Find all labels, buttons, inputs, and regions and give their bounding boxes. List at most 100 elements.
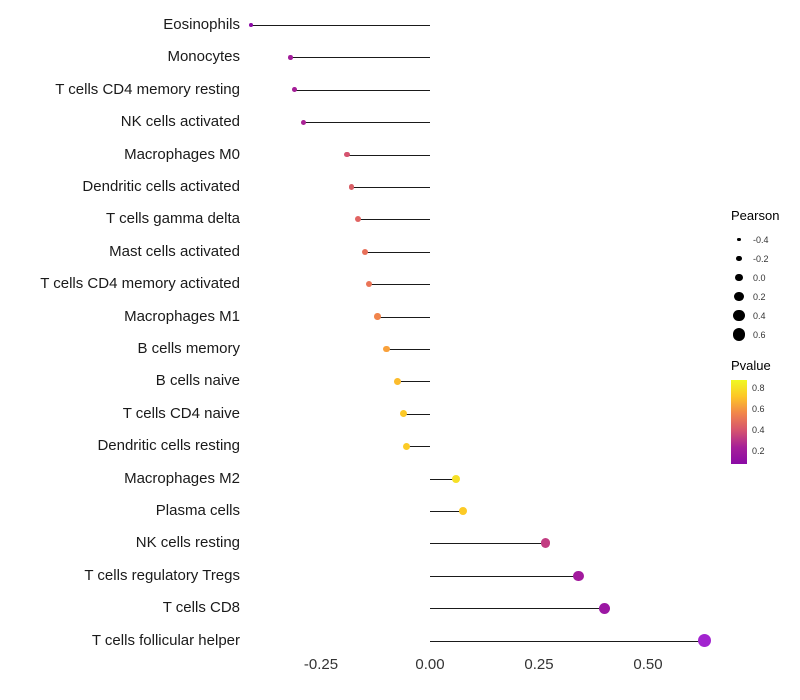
data-point-dot [344,151,351,158]
category-label: T cells gamma delta [106,210,240,228]
legend-size-entry: -0.4 [731,230,800,249]
category-label: Macrophages M0 [124,145,240,163]
legend-size-label: 0.2 [753,291,766,302]
legend-size-entry: 0.0 [731,268,800,287]
legend-pvalue-tick-label: 0.2 [752,446,765,456]
category-label: T cells CD4 naive [122,404,240,422]
color-legend: Pvalue 0.8 0.6 0.4 0.2 [731,358,800,470]
legend-pvalue-tick-label: 0.8 [752,383,765,393]
stem-line [397,381,430,383]
stem-line [430,608,605,610]
legend-pvalue-tick-label: 0.6 [752,404,765,414]
data-point-dot [572,570,584,582]
category-label: T cells CD4 memory resting [55,80,240,98]
data-point-dot [355,216,362,223]
category-label: Dendritic cells resting [97,437,240,455]
legend-size-dot-wrap [731,255,747,262]
data-point-dot [292,87,298,93]
category-label: B cells naive [155,372,240,390]
data-point-dot [383,345,390,353]
pvalue-gradient-bar [731,380,747,464]
stem-line [303,122,430,124]
stem-line [403,413,430,415]
data-point-dot [402,442,410,450]
category-label: Eosinophils [163,16,240,33]
data-point-dot [458,506,467,516]
legend-size-entry: 0.4 [731,306,800,325]
category-label: T cells follicular helper [91,631,240,649]
x-axis-tick-label: -0.25 [303,656,339,673]
data-point-dot [393,377,401,385]
legend-size-dot [737,237,741,242]
data-point-dot [400,410,408,418]
stem-line [430,478,457,480]
legend-size-dot [736,255,742,262]
x-axis-tick-label: 0.00 [415,656,445,673]
stem-line [430,511,463,512]
stem-line [294,89,430,91]
category-label: NK cells activated [120,113,240,131]
legend-size-dot-wrap [731,328,747,341]
stem-line [377,316,430,318]
stem-line [251,25,430,26]
legend-pvalue-tick-label: 0.4 [752,425,765,435]
category-label: B cells memory [137,340,240,357]
category-label: Mast cells activated [109,242,240,260]
stem-line [358,219,430,221]
category-label: Macrophages M1 [124,307,240,325]
data-point-dot [288,55,293,60]
data-point-dot [365,281,373,288]
legend-size-label: -0.4 [753,234,769,245]
data-point-dot [361,248,368,255]
legend-size-dot [735,273,743,282]
legend-size-label: 0.6 [753,329,766,340]
stem-line [406,446,430,448]
legend-size-dot [732,328,746,341]
stem-line [430,575,579,577]
category-label: Plasma cells [155,502,240,519]
legend-size-entry: 0.2 [731,287,800,306]
stem-line [386,349,430,350]
data-point-dot [348,184,355,190]
legend-pvalue-title: Pvalue [731,358,771,373]
legend-size-dot-wrap [731,273,747,282]
category-label: NK cells resting [135,534,240,552]
data-point-dot [598,602,610,614]
legend-size-label: 0.0 [753,272,766,283]
legend-pearson-title: Pearson [731,208,780,223]
stem-line [347,154,430,156]
stem-line [351,187,430,188]
size-legend: -0.4 -0.2 0.0 0.2 0.4 0.6 [731,230,800,344]
legend-size-dot [733,309,745,322]
legend-size-entry: -0.2 [731,249,800,268]
x-axis-tick-label: 0.25 [524,656,554,673]
pvalue-gradient: 0.8 0.6 0.4 0.2 [731,380,800,470]
stem-line [430,640,705,642]
category-label: T cells CD4 memory activated [40,275,240,293]
stem-line [430,543,546,545]
legend-size-entry: 0.6 [731,325,800,344]
data-point-dot [301,119,306,125]
legend-size-dot [734,291,744,302]
category-label: Dendritic cells activated [82,178,240,195]
legend-size-dot-wrap [731,309,747,322]
stem-line [364,251,430,253]
data-point-dot [698,634,712,648]
data-point-dot [374,313,381,320]
legend-size-dot-wrap [731,291,747,302]
legend: Pearson -0.4 -0.2 0.0 0.2 0.4 0.6 Pvalue 0.8 0… [731,208,800,470]
category-label: T cells CD8 [162,599,240,617]
data-point-dot [249,23,254,27]
stem-line [368,284,430,286]
data-point-dot [452,474,461,483]
stem-line [290,57,430,59]
category-label: Monocytes [167,48,240,66]
category-label: Macrophages M2 [124,469,240,487]
data-point-dot [540,538,551,549]
category-label: T cells regulatory Tregs [84,566,240,584]
legend-size-dot-wrap [731,237,747,242]
legend-size-label: 0.4 [753,310,766,321]
x-axis-tick-label: 0.50 [633,656,663,673]
